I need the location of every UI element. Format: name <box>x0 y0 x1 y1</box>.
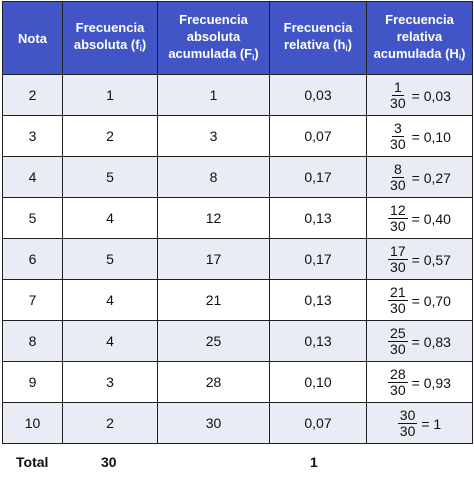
fraction-result: = 1 <box>421 415 442 432</box>
cell-Fi: 12 <box>157 197 270 239</box>
cell-Fi: 28 <box>157 361 270 403</box>
fraction: 17 30 <box>388 243 408 275</box>
header-frecuencia-relativa: Frecuencia relativa (hi) <box>269 1 367 75</box>
header-nota: Nota <box>2 1 63 75</box>
fraction-result: = 0,27 <box>411 169 451 186</box>
cell-Fi: 8 <box>157 156 270 198</box>
cell-nota: 8 <box>2 320 63 362</box>
table-row: 8 4 25 0,13 25 30 = 0,83 <box>2 320 473 362</box>
totals-row: Total 30 1 <box>2 446 472 478</box>
fraction: 3 30 <box>390 120 406 152</box>
cell-fi: 4 <box>62 197 158 239</box>
cell-Fi: 3 <box>157 115 270 157</box>
fraction-result: = 0,93 <box>411 374 451 391</box>
cell-hi: 0,13 <box>269 320 367 362</box>
cell-hi: 0,10 <box>269 361 367 403</box>
cell-nota: 6 <box>2 238 63 280</box>
cell-nota: 7 <box>2 279 63 321</box>
table-row: 5 4 12 0,13 12 30 = 0,40 <box>2 197 473 239</box>
header-row: Nota Frecuencia absoluta (fi) Frecuencia… <box>2 1 473 75</box>
fraction: 30 30 <box>397 407 418 439</box>
cell-Hi: 25 30 = 0,83 <box>366 320 473 362</box>
cell-Fi: 21 <box>157 279 270 321</box>
cell-Hi: 28 30 = 0,93 <box>366 361 473 403</box>
cell-Hi: 3 30 = 0,10 <box>366 115 473 157</box>
cell-hi: 0,17 <box>269 238 367 280</box>
header-frecuencia-absoluta: Frecuencia absoluta (fi) <box>62 1 158 75</box>
cell-nota: 9 <box>2 361 63 403</box>
fraction: 8 30 <box>390 161 406 193</box>
cell-nota: 2 <box>2 74 63 116</box>
cell-Fi: 25 <box>157 320 270 362</box>
cell-hi: 0,13 <box>269 279 367 321</box>
totals-fi: 30 <box>101 454 117 470</box>
table-row: 4 5 8 0,17 8 30 = 0,27 <box>2 156 473 198</box>
cell-Hi: 1 30 = 0,03 <box>366 74 473 116</box>
header-frecuencia-absoluta-acumulada: Frecuencia absoluta acumulada (Fi) <box>157 1 270 75</box>
fraction: 28 30 <box>388 366 408 398</box>
cell-hi: 0,17 <box>269 156 367 198</box>
cell-Hi: 8 30 = 0,27 <box>366 156 473 198</box>
cell-hi: 0,13 <box>269 197 367 239</box>
cell-hi: 0,07 <box>269 402 367 444</box>
fraction: 21 30 <box>388 284 408 316</box>
cell-Hi: 21 30 = 0,70 <box>366 279 473 321</box>
cell-fi: 3 <box>62 361 158 403</box>
totals-label: Total <box>16 454 49 470</box>
cell-Fi: 30 <box>157 402 270 444</box>
header-frecuencia-relativa-acumulada: Frecuencia relativa acumulada (Hi) <box>366 1 473 75</box>
cell-Hi: 30 30 = 1 <box>366 402 473 444</box>
frequency-table: Nota Frecuencia absoluta (fi) Frecuencia… <box>2 1 473 444</box>
table-body: 2 1 1 0,03 1 30 = 0,03 3 2 3 0,07 3 30 = 0,1… <box>2 74 473 444</box>
totals-hi: 1 <box>310 454 318 470</box>
table-row: 7 4 21 0,13 21 30 = 0,70 <box>2 279 473 321</box>
cell-fi: 1 <box>62 74 158 116</box>
frequency-table-container: Nota Frecuencia absoluta (fi) Frecuencia… <box>2 1 473 444</box>
cell-fi: 2 <box>62 115 158 157</box>
fraction: 12 30 <box>388 202 408 234</box>
cell-fi: 5 <box>62 156 158 198</box>
table-row: 3 2 3 0,07 3 30 = 0,10 <box>2 115 473 157</box>
fraction: 1 30 <box>390 79 406 111</box>
cell-fi: 5 <box>62 238 158 280</box>
fraction: 25 30 <box>388 325 408 357</box>
table-row: 10 2 30 0,07 30 30 = 1 <box>2 402 473 444</box>
cell-fi: 2 <box>62 402 158 444</box>
fraction-result: = 0,40 <box>411 210 451 227</box>
cell-hi: 0,03 <box>269 74 367 116</box>
cell-hi: 0,07 <box>269 115 367 157</box>
table-row: 6 5 17 0,17 17 30 = 0,57 <box>2 238 473 280</box>
fraction-result: = 0,57 <box>411 251 451 268</box>
cell-Fi: 17 <box>157 238 270 280</box>
fraction-result: = 0,70 <box>411 292 451 309</box>
table-row: 2 1 1 0,03 1 30 = 0,03 <box>2 74 473 116</box>
cell-Fi: 1 <box>157 74 270 116</box>
fraction-result: = 0,10 <box>411 128 451 145</box>
fraction-result: = 0,03 <box>411 87 451 104</box>
cell-fi: 4 <box>62 320 158 362</box>
cell-nota: 3 <box>2 115 63 157</box>
table-row: 9 3 28 0,10 28 30 = 0,93 <box>2 361 473 403</box>
cell-Hi: 12 30 = 0,40 <box>366 197 473 239</box>
cell-Hi: 17 30 = 0,57 <box>366 238 473 280</box>
fraction-result: = 0,83 <box>411 333 451 350</box>
cell-fi: 4 <box>62 279 158 321</box>
table-header: Nota Frecuencia absoluta (fi) Frecuencia… <box>2 1 473 75</box>
cell-nota: 4 <box>2 156 63 198</box>
cell-nota: 10 <box>2 402 63 444</box>
cell-nota: 5 <box>2 197 63 239</box>
